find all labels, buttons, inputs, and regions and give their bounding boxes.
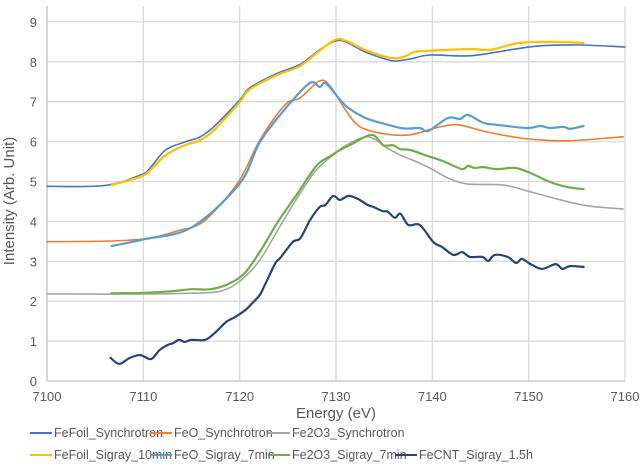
legend-label: FeFoil_Synchrotron <box>54 426 164 440</box>
y-tick-label: 7 <box>30 95 37 110</box>
y-axis-title: Intensity (Arb. Unit) <box>1 137 18 265</box>
series-line-feo-synchrotron <box>46 79 624 243</box>
legend-label: FeO_Synchrotron <box>174 426 273 440</box>
series-line-fecnt-sigray-1-5h <box>109 194 585 365</box>
legend-label: FeCNT_Sigray_1.5h <box>419 448 533 462</box>
series-line-fe2o3-synchrotron <box>46 136 624 295</box>
legend-label: Fe2O3_Sigray_7min <box>292 448 407 462</box>
axes <box>46 6 625 382</box>
legend-swatch <box>268 454 290 456</box>
y-tick-label: 5 <box>30 175 37 190</box>
x-tick-label: 7150 <box>514 389 543 404</box>
legend-swatch <box>30 454 52 456</box>
y-tick-label: 9 <box>30 15 37 30</box>
x-tick-label: 7140 <box>418 389 447 404</box>
series-lines <box>46 37 626 365</box>
series-line-fefoil-sigray-10min <box>110 37 585 187</box>
legend-label: FeFoil_Sigray_10min <box>54 448 173 462</box>
x-tick-label: 7110 <box>129 389 157 404</box>
y-tick-label: 6 <box>30 135 37 150</box>
series-line-feo-sigray-7min <box>110 81 585 248</box>
legend-label: FeO_Sigray_7min <box>174 448 275 462</box>
legend-item: FeO_Sigray_7min <box>150 448 275 462</box>
y-tick-label: 8 <box>30 55 37 70</box>
legend-item: FeFoil_Synchrotron <box>30 426 163 440</box>
legend-item: FeFoil_Sigray_10min <box>30 448 172 462</box>
legend-swatch <box>395 454 417 456</box>
gridlines <box>47 6 626 381</box>
series-line-fe2o3-sigray-7min <box>110 133 585 295</box>
y-tick-label: 0 <box>30 374 37 389</box>
y-tick-labels: 0 1 2 3 4 5 6 7 8 9 <box>30 15 37 389</box>
x-tick-label: 7160 <box>611 389 640 404</box>
legend-swatch <box>268 432 290 434</box>
legend-swatch <box>150 432 172 434</box>
x-tick-label: 7100 <box>33 389 62 404</box>
y-tick-label: 3 <box>30 254 37 269</box>
legend-swatch <box>30 432 52 434</box>
x-tick-label: 7130 <box>322 389 351 404</box>
legend-item: Fe2O3_Sigray_7min <box>268 448 407 462</box>
y-tick-label: 4 <box>30 214 37 229</box>
legend-label: Fe2O3_Synchrotron <box>292 426 405 440</box>
legend-item: FeCNT_Sigray_1.5h <box>395 448 533 462</box>
y-tick-label: 1 <box>30 334 37 349</box>
legend-swatch <box>150 454 172 456</box>
x-axis-title: Energy (eV) <box>296 405 376 422</box>
x-tick-labels: 7100 7110 7120 7130 7140 7150 7160 <box>33 389 640 404</box>
legend-item: Fe2O3_Synchrotron <box>268 426 405 440</box>
y-tick-label: 2 <box>30 294 37 309</box>
legend-item: FeO_Synchrotron <box>150 426 273 440</box>
x-tick-label: 7120 <box>225 389 254 404</box>
